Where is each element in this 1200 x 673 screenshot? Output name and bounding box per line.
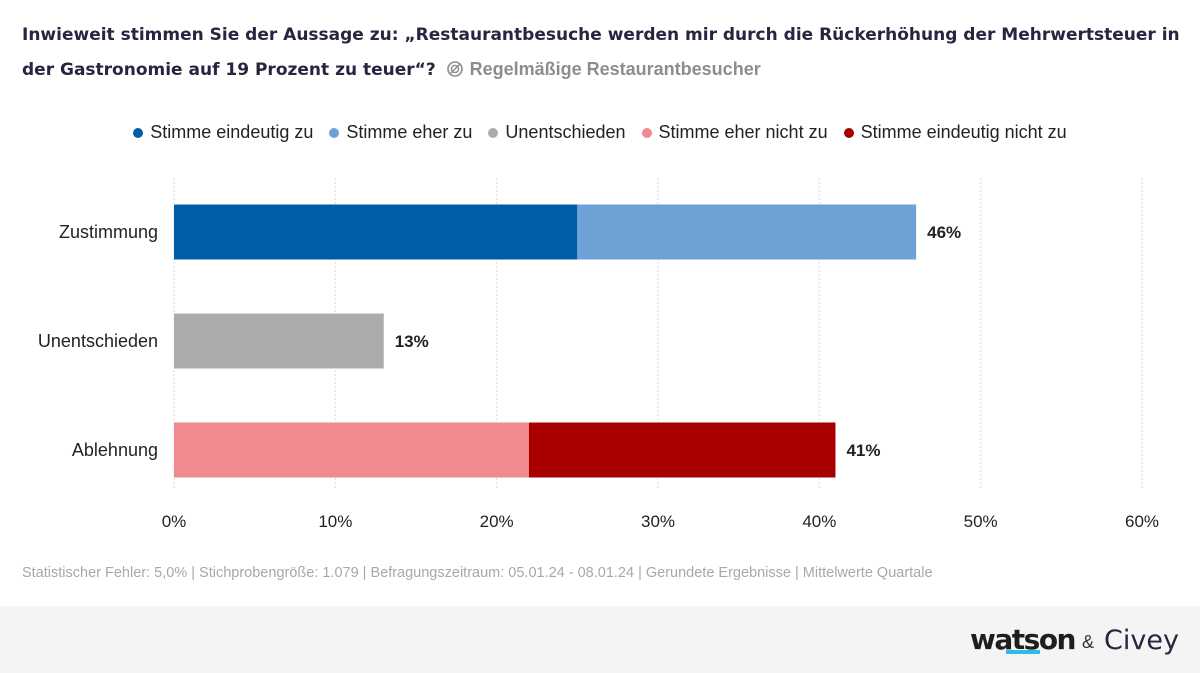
- legend-item[interactable]: Stimme eindeutig zu: [133, 122, 313, 143]
- bar-segment: [174, 313, 384, 369]
- category-label: Zustimmung: [59, 222, 158, 242]
- bar-total-label: 46%: [927, 223, 961, 242]
- legend-label: Unentschieden: [505, 122, 626, 142]
- x-tick-label: 40%: [802, 512, 836, 531]
- bar-segment: [174, 422, 529, 478]
- legend-dot: [641, 127, 652, 138]
- legend-dot: [488, 127, 499, 138]
- legend: Stimme eindeutig zu Stimme eher zu Unentsc…: [0, 122, 1200, 143]
- legend-dot: [843, 127, 854, 138]
- x-tick-label: 30%: [641, 512, 675, 531]
- legend-dot: [329, 127, 340, 138]
- x-tick-label: 60%: [1125, 512, 1159, 531]
- x-tick-label: 10%: [318, 512, 352, 531]
- chart-area: 0% 10% 20% 30% 40% 50% 60% Zustimmung 46% Unentsc…: [38, 178, 1159, 531]
- x-tick-label: 0%: [162, 512, 187, 531]
- legend-item[interactable]: Stimme eher zu: [329, 122, 472, 143]
- subtitle: Regelmäßige Restaurantbesucher: [469, 59, 761, 79]
- footer-note: Statistischer Fehler: 5,0% | Stichproben…: [22, 565, 933, 581]
- bar-segment: [174, 204, 578, 260]
- x-tick-label: 20%: [480, 512, 514, 531]
- filter-icon: [446, 61, 463, 77]
- watson-logo: watson: [970, 623, 1076, 656]
- title-text: Inwieweit stimmen Sie der Aussage zu: „R…: [22, 25, 1180, 80]
- subtitle-group: Regelmäßige Restaurantbesucher: [442, 59, 761, 80]
- footer-bar: watson & Civey: [0, 606, 1200, 673]
- bar-segment: [528, 422, 836, 478]
- category-label: Ablehnung: [72, 440, 158, 460]
- legend-item[interactable]: Unentschieden: [488, 122, 626, 143]
- bar-total-label: 41%: [846, 441, 880, 460]
- chart-title: Inwieweit stimmen Sie der Aussage zu: „R…: [22, 18, 1182, 87]
- bar-total-label: 13%: [395, 332, 429, 351]
- watson-logo-underline: [1006, 650, 1040, 654]
- civey-logo: Civey: [1104, 625, 1179, 656]
- legend-label: Stimme eher zu: [346, 122, 473, 142]
- legend-label: Stimme eindeutig zu: [150, 122, 314, 142]
- legend-item[interactable]: Stimme eher nicht zu: [641, 122, 828, 143]
- brand-ampersand: &: [1082, 632, 1095, 652]
- category-label: Unentschieden: [38, 331, 158, 351]
- legend-label: Stimme eher nicht zu: [658, 122, 828, 142]
- bar-segment: [577, 204, 917, 260]
- legend-dot: [133, 127, 144, 138]
- x-tick-label: 50%: [964, 512, 998, 531]
- legend-label: Stimme eindeutig nicht zu: [860, 122, 1067, 142]
- legend-item[interactable]: Stimme eindeutig nicht zu: [843, 122, 1067, 143]
